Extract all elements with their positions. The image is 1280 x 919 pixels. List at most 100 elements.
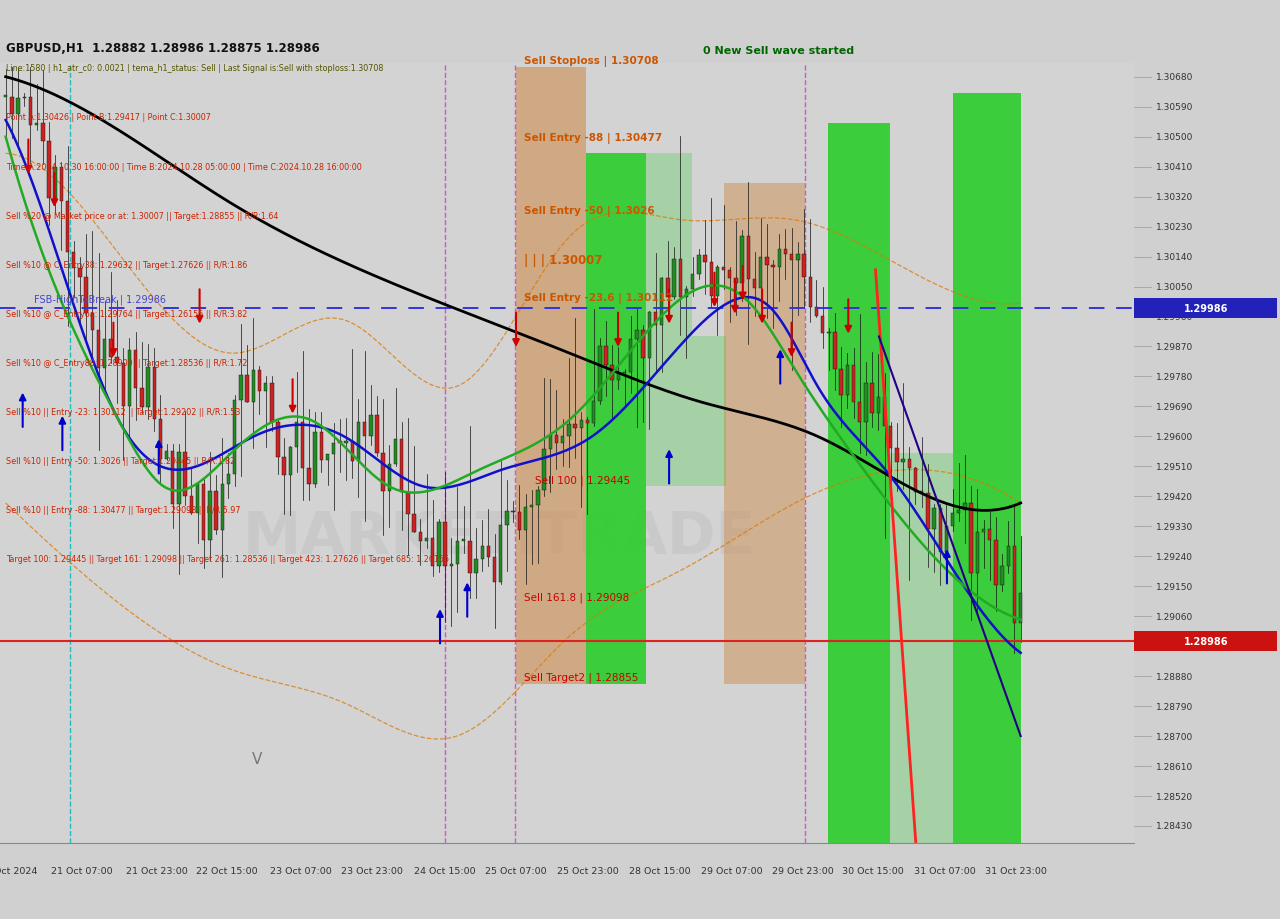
Bar [252,370,255,403]
Bar [364,423,366,437]
Bar [517,513,521,530]
Bar [964,503,966,511]
Bar [301,422,305,468]
Bar [289,448,292,476]
Bar [41,123,45,142]
Text: 21 Oct 07:00: 21 Oct 07:00 [51,866,113,875]
Text: 1.30410: 1.30410 [1156,163,1193,172]
Text: Sell Entry -88 | 1.30477: Sell Entry -88 | 1.30477 [524,133,662,144]
Bar [486,546,490,558]
Bar [927,494,929,530]
Bar [239,375,242,401]
Text: Sell 161.8 | 1.29098: Sell 161.8 | 1.29098 [524,592,630,602]
Bar [623,372,626,374]
Bar [678,260,682,298]
Bar [660,278,663,325]
Bar [932,508,936,530]
Bar [351,441,355,461]
Text: Sell %20 @ Market price or at: 1.30007 || Target:1.28855 || R/R:1.64: Sell %20 @ Market price or at: 1.30007 |… [5,211,278,221]
Text: Sell %10 @ C_Entry88: 1.28909 || Target:1.28536 || R/R:1.72: Sell %10 @ C_Entry88: 1.28909 || Target:… [5,358,247,368]
Bar [809,278,812,308]
Bar [982,529,986,533]
Text: 22 Oct 15:00: 22 Oct 15:00 [196,866,257,875]
Bar [97,330,100,369]
Bar [401,439,403,492]
Bar [685,289,689,298]
Bar [598,346,602,402]
Bar [47,142,51,199]
Bar [65,202,69,253]
Bar [567,425,571,437]
Text: Sell %10 @ C_Entry38: 1.29632 || Target:1.27626 || R/R:1.86: Sell %10 @ C_Entry38: 1.29632 || Target:… [5,260,247,269]
Bar [369,415,372,437]
Text: 30 Oct 15:00: 30 Oct 15:00 [842,866,904,875]
Bar [388,465,392,492]
Text: Line:1580 | h1_atr_c0: 0.0021 | tema_h1_status: Sell | Last Signal is:Sell with : Line:1580 | h1_atr_c0: 0.0021 | tema_h1_… [5,64,383,74]
Bar [220,484,224,530]
Bar [543,449,545,491]
Bar [952,95,1020,843]
Bar [611,365,614,380]
Bar [580,421,582,429]
Bar [938,508,942,552]
Bar [827,333,831,334]
Bar [691,337,726,487]
Bar [803,255,805,278]
Bar [852,366,855,403]
Text: Sell %10 || Entry -50: 1.3026 || Target:1.29445 || R/R:1.82: Sell %10 || Entry -50: 1.3026 || Target:… [5,457,236,466]
Text: 1.29960: 1.29960 [1156,312,1193,322]
Text: Target 100: 1.29445 || Target 161: 1.29098 || Target 261: 1.28536 || Target 423:: Target 100: 1.29445 || Target 161: 1.290… [5,555,449,563]
Text: 1.29780: 1.29780 [1156,372,1193,381]
Text: 1.30500: 1.30500 [1156,133,1193,142]
Bar [783,249,787,255]
Bar [381,453,385,492]
Bar [84,278,88,313]
Bar [672,260,676,297]
Bar [456,541,460,564]
Bar [604,346,608,365]
Bar [357,423,360,461]
Bar [536,491,540,505]
Bar [666,278,669,297]
Bar [586,154,646,685]
Bar [549,436,552,449]
Text: 1.29240: 1.29240 [1156,552,1193,562]
Bar [443,523,447,566]
Bar [890,427,892,448]
Bar [846,366,849,395]
Text: Sell %10 @ C_Entry6a: 1.29764 || Target:1.26155 || R/R:3.82: Sell %10 @ C_Entry6a: 1.29764 || Target:… [5,310,247,319]
Bar [969,503,973,573]
Bar [516,68,586,685]
Text: 1.28610: 1.28610 [1156,762,1193,771]
Bar [233,401,237,474]
Bar [307,468,311,485]
Text: GBPUSD,H1  1.28882 1.28986 1.28875 1.28986: GBPUSD,H1 1.28882 1.28986 1.28875 1.2898… [5,42,320,55]
Bar [270,384,274,423]
Bar [54,168,56,199]
Bar [499,525,503,582]
Bar [159,419,163,460]
Text: 24 Oct 15:00: 24 Oct 15:00 [413,866,475,875]
Bar [945,527,948,552]
Text: 21 Oct 23:00: 21 Oct 23:00 [125,866,187,875]
Bar [214,491,218,530]
Text: 1.29060: 1.29060 [1156,612,1193,621]
Bar [691,274,694,289]
Text: 1.30590: 1.30590 [1156,103,1193,112]
Bar [617,374,620,380]
Bar [480,546,484,560]
Bar [790,255,794,260]
Bar [264,384,268,391]
Bar [573,425,577,429]
Bar [796,255,800,260]
Text: 1.29600: 1.29600 [1156,433,1193,441]
Bar [375,415,379,453]
Bar [1006,547,1010,567]
Bar [72,253,76,268]
Bar [833,333,837,370]
Text: 29 Oct 07:00: 29 Oct 07:00 [700,866,763,875]
Bar [209,491,211,540]
Text: 1.28700: 1.28700 [1156,732,1193,741]
Bar [23,97,26,99]
Bar [320,433,323,460]
